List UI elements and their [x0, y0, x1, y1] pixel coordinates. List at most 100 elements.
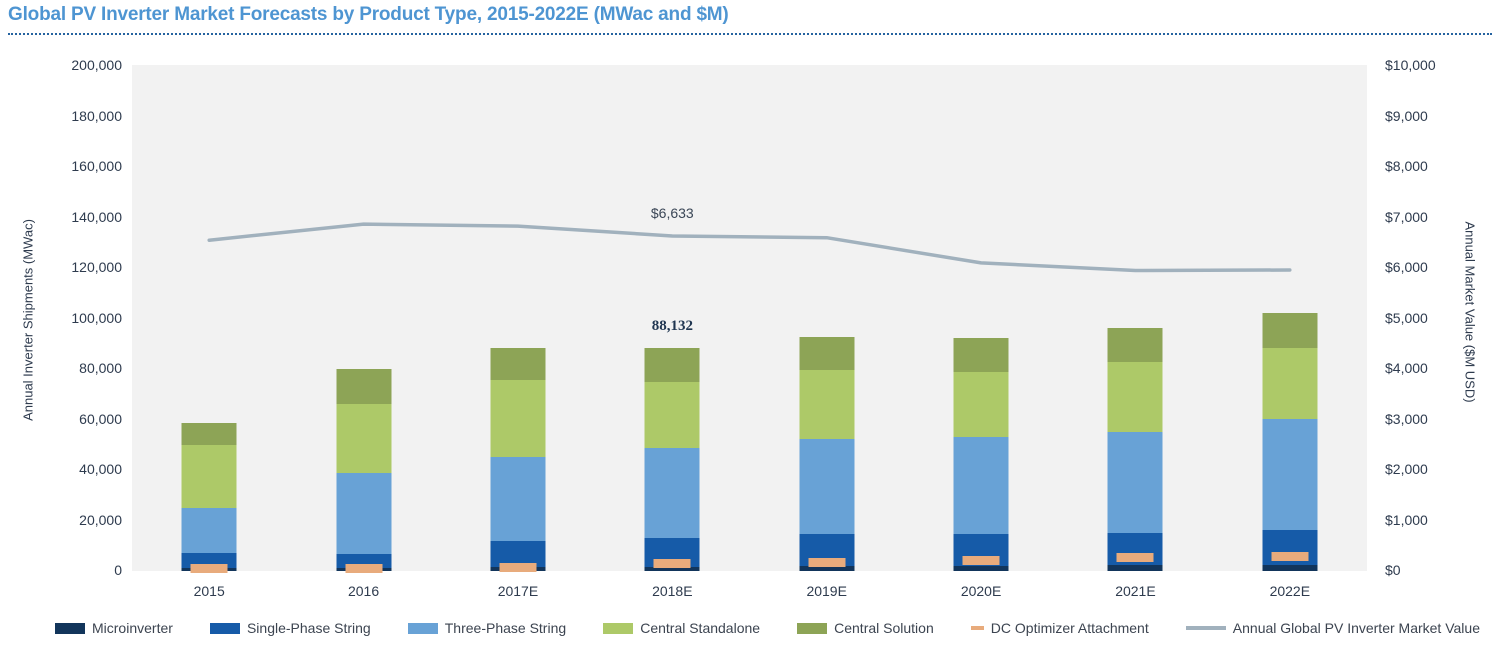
x-axis-label: 2019E: [806, 583, 847, 599]
x-axis-label: 2015: [193, 583, 225, 599]
category-cell-2019E: [750, 65, 904, 571]
legend-label: Central Solution: [834, 620, 934, 636]
dc-optimizer-marker: [1116, 553, 1154, 563]
left-axis-tick: 80,000: [79, 360, 122, 376]
bar-segment-central-solution: [644, 348, 700, 383]
right-axis-tick: $1,000: [1385, 511, 1428, 528]
bar-segment-central-solution: [799, 336, 855, 371]
legend-item: DC Optimizer Attachment: [970, 620, 1149, 636]
legend-label: Three-Phase String: [444, 620, 567, 636]
legend-swatch-line: [1185, 626, 1226, 630]
left-axis-tick: 200,000: [71, 57, 122, 73]
legend-item: Central Solution: [797, 620, 934, 636]
legend-swatch-rect: [797, 622, 828, 634]
annotation-line-value: $6,633: [650, 205, 694, 222]
dc-optimizer-marker: [962, 555, 1000, 565]
dc-optimizer-marker: [1271, 551, 1309, 561]
plot-area: [132, 65, 1367, 574]
left-axis-tick: 160,000: [71, 158, 122, 174]
right-axis-tick: $3,000: [1385, 410, 1428, 427]
legend-item: Three-Phase String: [407, 620, 567, 636]
bar-segment-single-phase-string: [490, 540, 546, 568]
x-axis-label: 2017E: [497, 583, 539, 599]
legend-item: Single-Phase String: [209, 620, 371, 636]
bar-segment-central-standalone: [644, 382, 700, 448]
dc-optimizer-marker: [808, 557, 846, 567]
title-underline: [8, 33, 1492, 35]
legend-item: Microinverter: [55, 620, 173, 636]
legend-label: Central Standalone: [640, 620, 761, 636]
dc-optimizer-marker: [190, 564, 228, 574]
right-axis-title: Annual Market Value ($M USD): [1462, 221, 1478, 403]
annotation-bar-total: 88,132: [651, 318, 693, 335]
right-axis-tick: $0: [1385, 562, 1401, 578]
legend: Microinverter Single-Phase String Three-Ph…: [55, 617, 1480, 639]
left-axis-tick: 180,000: [71, 107, 122, 124]
bar-segment-three-phase-string: [336, 472, 392, 554]
right-axis-tick: $10,000: [1385, 57, 1436, 73]
legend-item: Annual Global PV Inverter Market Value: [1185, 620, 1480, 636]
category-cell-2015: [132, 65, 286, 574]
bar-segment-microinverter: [799, 565, 855, 571]
x-axis-label: 2020E: [960, 583, 1002, 599]
bar-stack: [490, 347, 546, 571]
bar-segment-central-solution: [1107, 328, 1163, 363]
right-axis-tick: $9,000: [1385, 107, 1428, 124]
bar-segment-central-solution: [1262, 312, 1318, 348]
bar-segment-three-phase-string: [1262, 419, 1318, 530]
left-axis-tick: 0: [114, 562, 122, 578]
left-axis-tick: 20,000: [79, 511, 122, 528]
dc-optimizer-marker: [653, 559, 691, 569]
bar-segment-microinverter: [1262, 564, 1318, 571]
category-cell-2022E: [1213, 65, 1367, 571]
left-axis-tick: 40,000: [79, 461, 122, 477]
market-value-line: [207, 222, 1292, 273]
x-axis-label: 2018E: [652, 583, 693, 599]
right-axis-tick: $8,000: [1385, 158, 1428, 174]
legend-label: Single-Phase String: [246, 620, 371, 636]
bar-segment-microinverter: [1107, 564, 1163, 571]
legend-item: Central Standalone: [603, 620, 760, 636]
legend-swatch-rect: [209, 622, 240, 634]
chart-title: Global PV Inverter Market Forecasts by P…: [8, 4, 729, 25]
right-axis-tick: $6,000: [1385, 259, 1428, 275]
left-axis-tick: 140,000: [71, 208, 122, 225]
category-cell-2021E: [1058, 65, 1212, 571]
left-axis-tick: 120,000: [71, 259, 122, 275]
bar-segment-microinverter: [644, 567, 700, 571]
right-axis-tick: $2,000: [1385, 461, 1428, 477]
legend-label: Microinverter: [92, 620, 173, 636]
legend-label: Annual Global PV Inverter Market Value: [1232, 620, 1480, 636]
x-axis-label: 2022E: [1269, 583, 1311, 599]
category-cell-2017E: [441, 65, 595, 572]
left-axis-tick: 100,000: [71, 309, 122, 326]
legend-label: DC Optimizer Attachment: [990, 620, 1149, 636]
bar-segment-central-solution: [490, 347, 546, 380]
category-cell-2016: [286, 65, 440, 573]
bar-segment-three-phase-string: [490, 456, 546, 541]
bar-segment-central-standalone: [181, 444, 237, 508]
bar-segment-central-standalone: [336, 403, 392, 473]
bar-stack: [953, 338, 1009, 571]
bar-segment-microinverter: [953, 565, 1009, 571]
legend-swatch-rect: [407, 622, 438, 634]
category-cell-2020E: [904, 65, 1058, 571]
bar-segment-central-standalone: [799, 370, 855, 440]
bar-segment-three-phase-string: [799, 439, 855, 534]
dc-optimizer-marker: [345, 563, 383, 573]
bar-segment-central-standalone: [490, 379, 546, 457]
legend-swatch-rect: [55, 622, 85, 634]
bar-segment-three-phase-string: [181, 507, 237, 554]
bar-stack: [181, 422, 237, 571]
bar-segment-central-solution: [181, 422, 237, 445]
x-axis-label: 2021E: [1115, 583, 1156, 599]
right-axis-tick: $4,000: [1385, 360, 1428, 376]
category-cell-2018E: [595, 65, 749, 571]
bar-segment-central-standalone: [953, 371, 1009, 438]
x-axis-label: 2016: [347, 583, 380, 599]
bar-segment-central-standalone: [1262, 347, 1318, 419]
right-axis-tick: $7,000: [1385, 208, 1428, 225]
right-axis-tick: $5,000: [1385, 309, 1428, 326]
legend-swatch-dash: [970, 626, 984, 630]
